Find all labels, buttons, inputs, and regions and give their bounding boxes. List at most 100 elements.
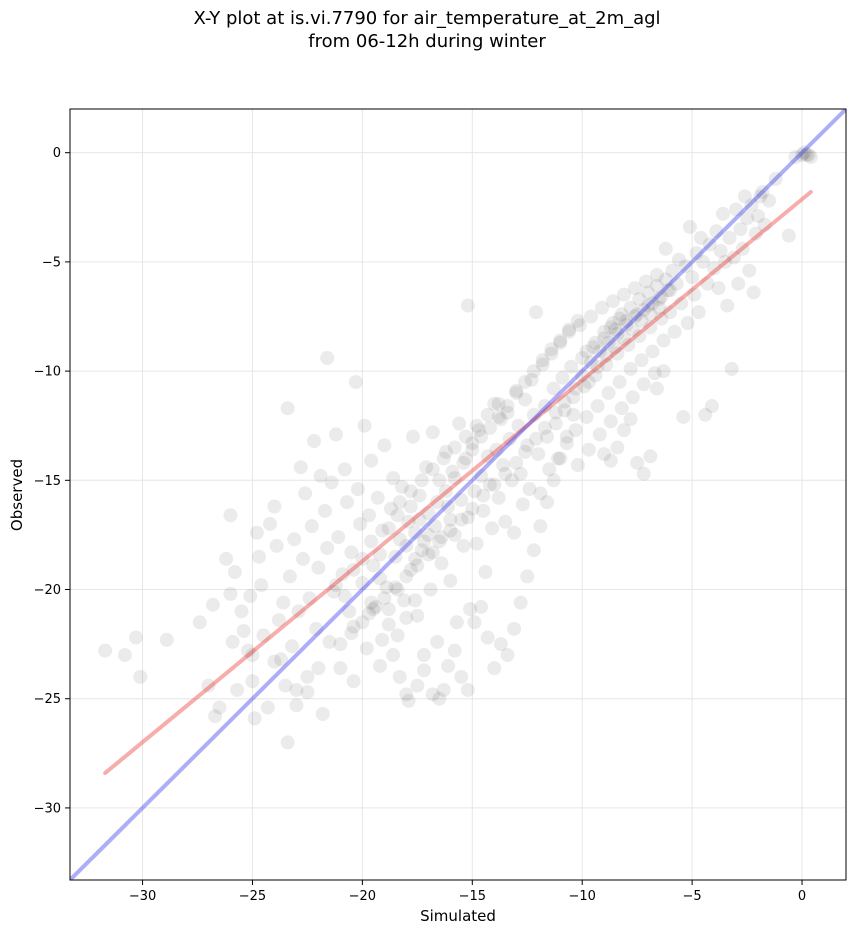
data-point-192 bbox=[621, 337, 636, 352]
data-point-306 bbox=[421, 527, 436, 542]
data-point-73 bbox=[361, 508, 376, 523]
data-point-361 bbox=[518, 444, 533, 459]
data-point-376 bbox=[355, 615, 370, 630]
data-point-109 bbox=[441, 499, 456, 514]
data-point-84 bbox=[386, 471, 401, 486]
data-point-159 bbox=[548, 416, 563, 431]
plot-frame bbox=[69, 108, 847, 881]
data-point-24 bbox=[254, 578, 269, 593]
data-point-317 bbox=[518, 375, 533, 390]
data-point-16 bbox=[234, 604, 249, 619]
data-point-94 bbox=[408, 525, 423, 540]
data-point-27 bbox=[263, 516, 278, 531]
data-point-190 bbox=[616, 287, 631, 302]
x-tick-label-4: −10 bbox=[568, 889, 595, 904]
data-point-301 bbox=[643, 449, 658, 464]
data-point-30 bbox=[271, 613, 286, 628]
data-point-307 bbox=[430, 495, 445, 510]
data-point-290 bbox=[546, 473, 561, 488]
data-point-88 bbox=[394, 479, 409, 494]
x-axis-label: Simulated bbox=[420, 907, 496, 925]
data-point-310 bbox=[456, 455, 471, 470]
data-point-397 bbox=[390, 508, 405, 523]
data-point-242 bbox=[731, 276, 746, 291]
data-point-81 bbox=[379, 580, 394, 595]
data-point-41 bbox=[293, 460, 308, 475]
data-point-237 bbox=[720, 298, 735, 313]
data-point-58 bbox=[331, 530, 346, 545]
data-point-355 bbox=[581, 375, 596, 390]
data-point-51 bbox=[315, 707, 330, 722]
data-point-316 bbox=[509, 385, 524, 400]
data-point-49 bbox=[311, 560, 326, 575]
data-point-386 bbox=[414, 473, 429, 488]
data-point-339 bbox=[627, 309, 642, 324]
y-axis-ticks: 0 −5 −10 −15 −20 −25 −30 bbox=[34, 146, 70, 816]
data-point-281 bbox=[487, 661, 502, 676]
data-point-210 bbox=[660, 283, 675, 298]
data-point-264 bbox=[346, 619, 361, 634]
data-point-342 bbox=[654, 289, 669, 304]
data-point-108 bbox=[438, 444, 453, 459]
data-point-138 bbox=[502, 431, 517, 446]
data-point-391 bbox=[469, 418, 484, 433]
data-point-127 bbox=[480, 449, 495, 464]
data-point-60 bbox=[320, 350, 335, 365]
data-point-182 bbox=[599, 357, 614, 372]
data-point-345 bbox=[599, 348, 614, 363]
x-tick-label-0: −30 bbox=[129, 889, 156, 904]
data-point-168 bbox=[568, 423, 583, 438]
data-point-230 bbox=[704, 399, 719, 414]
regression-line bbox=[103, 189, 813, 775]
data-point-348 bbox=[625, 322, 640, 337]
data-point-282 bbox=[493, 637, 508, 652]
data-point-130 bbox=[460, 298, 475, 313]
data-point-321 bbox=[553, 333, 568, 348]
y-tick-label-1: −5 bbox=[42, 255, 61, 270]
data-point-140 bbox=[507, 525, 522, 540]
data-point-287 bbox=[526, 543, 541, 558]
y-tick-label-2: −10 bbox=[34, 365, 61, 380]
data-point-167 bbox=[566, 390, 581, 405]
data-point-261 bbox=[799, 147, 814, 162]
data-point-212 bbox=[665, 263, 680, 278]
data-point-114 bbox=[452, 416, 467, 431]
data-point-6 bbox=[201, 678, 216, 693]
data-point-211 bbox=[663, 305, 678, 320]
data-point-234 bbox=[713, 243, 728, 258]
data-point-101 bbox=[423, 582, 438, 597]
data-point-169 bbox=[570, 458, 585, 473]
data-point-170 bbox=[573, 318, 588, 333]
data-point-126 bbox=[478, 565, 493, 580]
data-point-405 bbox=[337, 589, 352, 604]
data-point-259 bbox=[795, 147, 810, 162]
data-point-179 bbox=[592, 427, 607, 442]
data-point-37 bbox=[287, 532, 302, 547]
data-point-9 bbox=[212, 700, 227, 715]
data-point-56 bbox=[326, 584, 341, 599]
data-point-53 bbox=[320, 541, 335, 556]
data-point-337 bbox=[610, 326, 625, 341]
data-point-76 bbox=[368, 599, 383, 614]
x-tick-label-2: −20 bbox=[349, 889, 376, 904]
data-point-253 bbox=[755, 184, 770, 199]
data-point-204 bbox=[647, 366, 662, 381]
data-point-95 bbox=[410, 608, 425, 623]
data-point-309 bbox=[447, 471, 462, 486]
data-point-21 bbox=[247, 711, 262, 726]
data-point-70 bbox=[355, 575, 370, 590]
data-point-146 bbox=[520, 438, 535, 453]
data-point-399 bbox=[408, 551, 423, 566]
data-point-328 bbox=[614, 307, 629, 322]
data-point-308 bbox=[438, 484, 453, 499]
data-point-208 bbox=[656, 333, 671, 348]
data-point-209 bbox=[658, 241, 673, 256]
data-point-54 bbox=[322, 634, 337, 649]
data-point-113 bbox=[449, 615, 464, 630]
data-point-18 bbox=[241, 643, 256, 658]
data-point-71 bbox=[357, 418, 372, 433]
data-point-118 bbox=[460, 510, 475, 525]
data-point-45 bbox=[302, 591, 317, 606]
data-point-241 bbox=[729, 202, 744, 217]
data-point-360 bbox=[529, 431, 544, 446]
